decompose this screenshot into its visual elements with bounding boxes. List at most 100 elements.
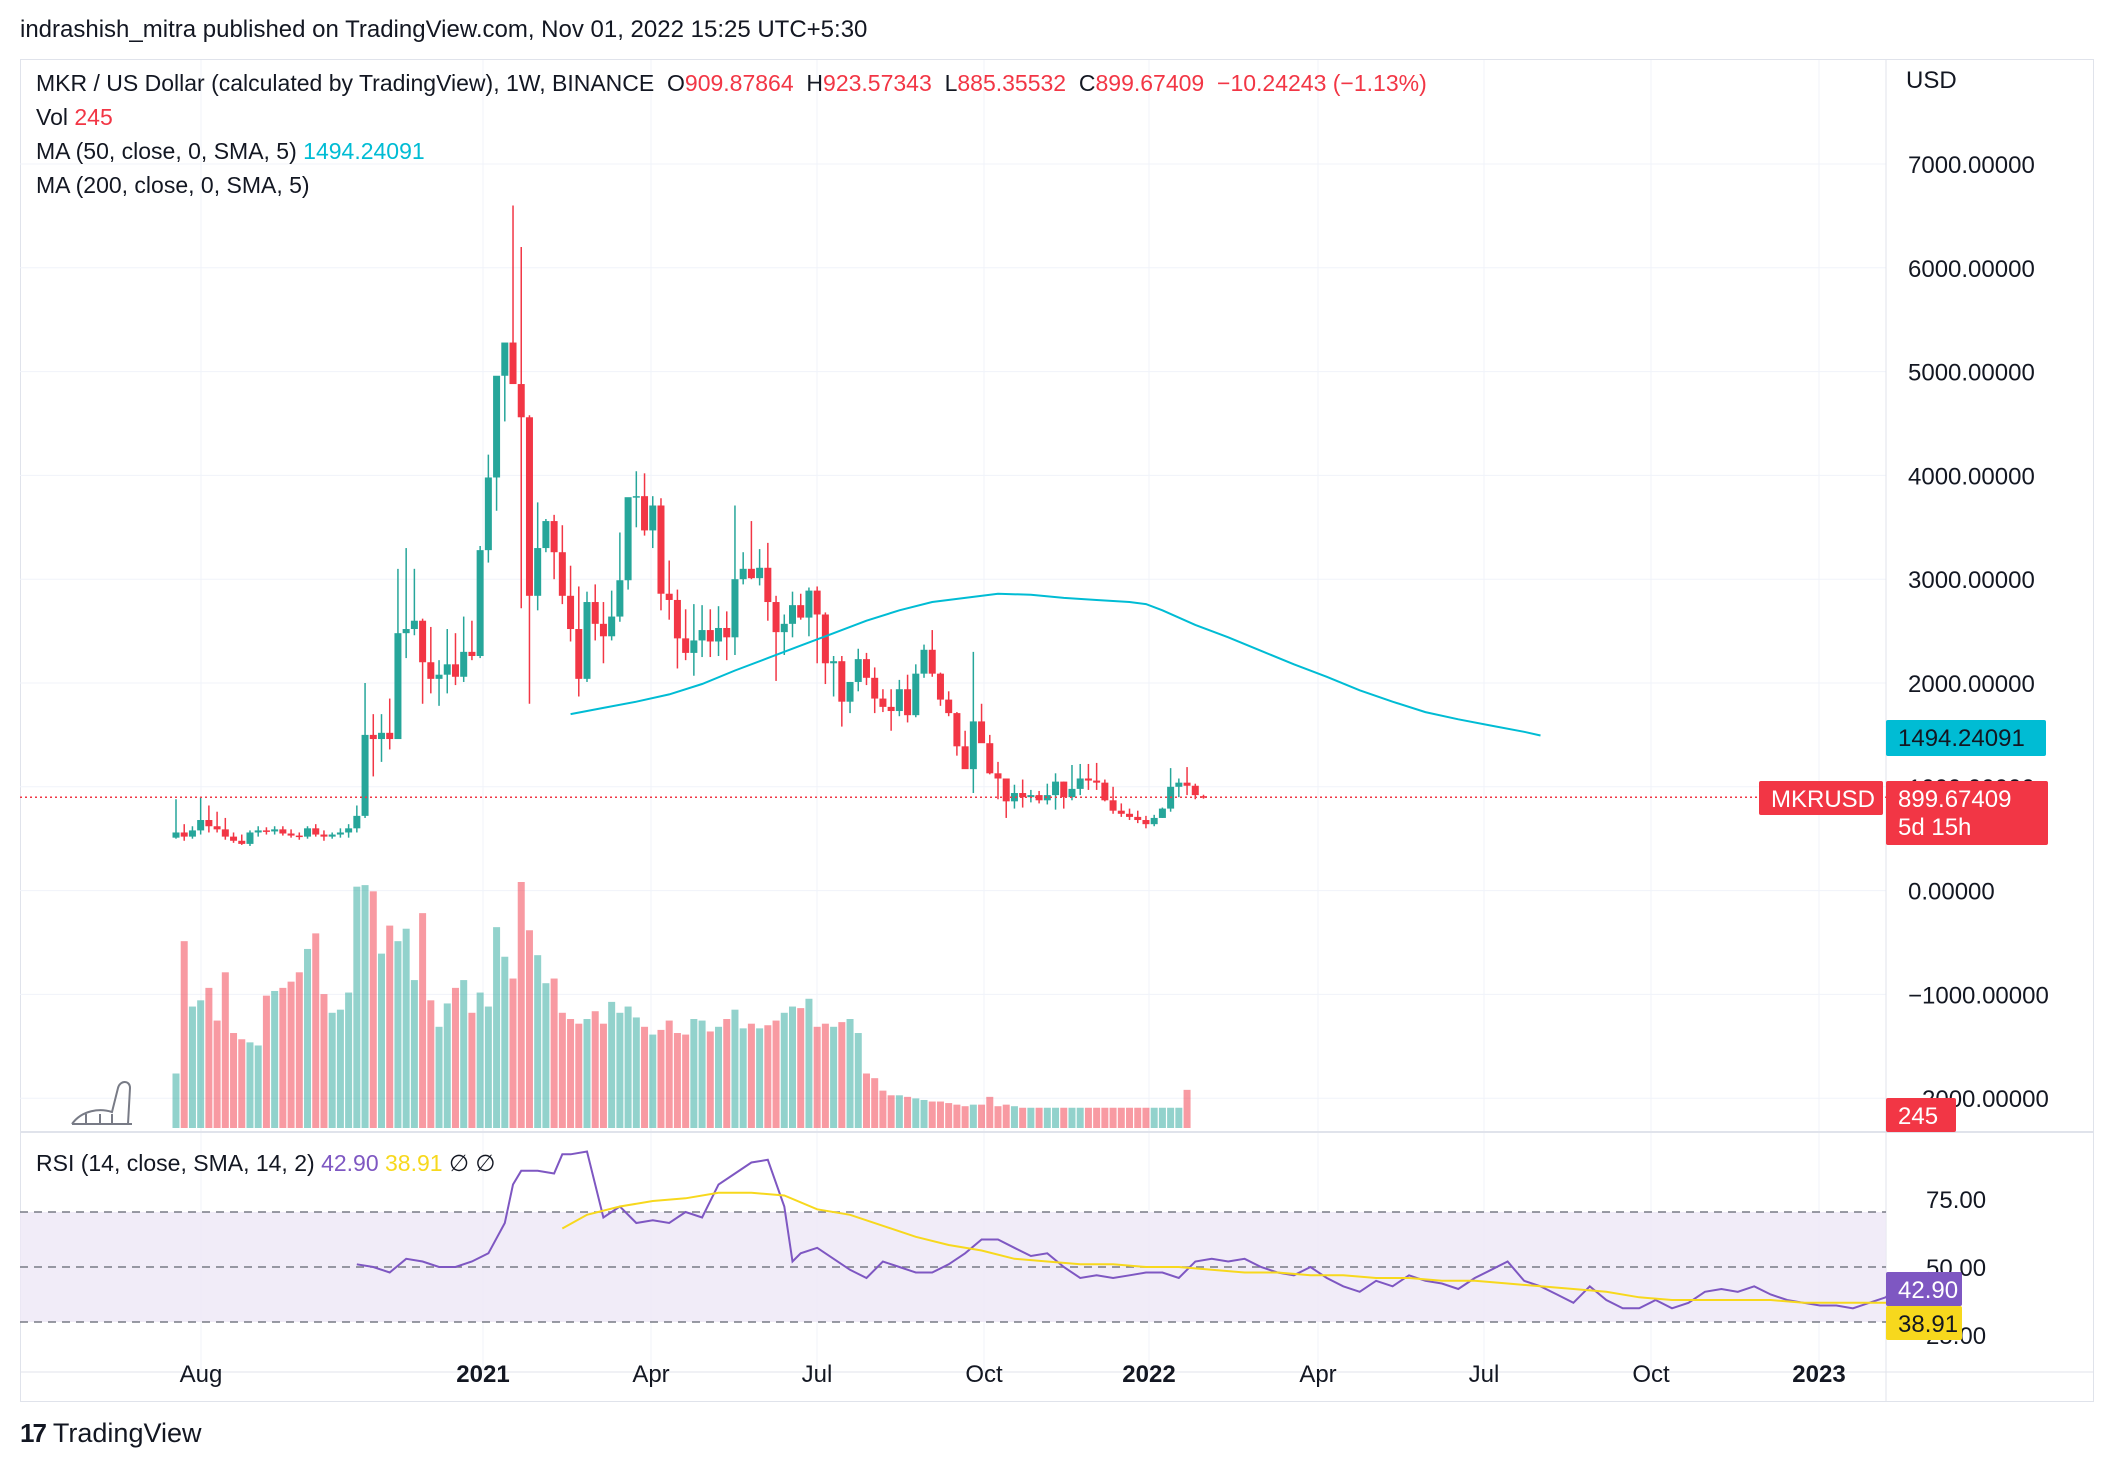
time-axis-label: 2022	[1122, 1361, 1175, 1388]
candle-body	[1019, 793, 1027, 798]
volume-bar	[797, 1008, 805, 1128]
chart-frame[interactable]	[20, 59, 2094, 1402]
candle-body	[221, 829, 229, 837]
legend-ma50-line: MA (50, close, 0, SMA, 5) 1494.24091	[36, 138, 425, 165]
candle	[304, 826, 312, 839]
candle	[649, 496, 657, 549]
candle	[246, 830, 254, 846]
rsi-ma-badge-bg	[1886, 1306, 1962, 1340]
candle-body	[1117, 810, 1125, 814]
volume-bar	[632, 1017, 640, 1128]
volume-bar	[1175, 1107, 1183, 1128]
volume-bar	[221, 972, 229, 1128]
time-axis-label: Oct	[965, 1361, 1003, 1388]
legend-ma50-label[interactable]: MA (50, close, 0, SMA, 5)	[36, 138, 297, 164]
candle-body	[386, 732, 394, 740]
candle-body	[1142, 820, 1150, 825]
candle	[961, 730, 969, 770]
volume-bar	[772, 1020, 780, 1128]
candle	[361, 683, 369, 818]
candle	[879, 689, 887, 713]
candle	[871, 667, 879, 714]
candle-body	[394, 633, 402, 740]
candle	[1068, 765, 1076, 801]
volume-bar	[641, 1026, 649, 1128]
volume-bar	[846, 1019, 854, 1128]
candle-body	[583, 602, 591, 679]
candle-body	[789, 605, 796, 624]
candle-body	[1126, 813, 1134, 817]
candle	[591, 584, 599, 641]
legend-low-label: L	[944, 70, 958, 96]
dino-watermark-icon	[71, 1081, 132, 1125]
volume-bar	[542, 983, 550, 1128]
volume-bar	[369, 891, 377, 1128]
legend-open: 909.87864	[684, 70, 794, 96]
candle-body	[723, 627, 731, 638]
candle	[969, 651, 977, 794]
candle-body	[854, 659, 862, 682]
candle	[953, 712, 961, 756]
volume-bar	[1076, 1107, 1084, 1128]
tradingview-logo[interactable]: 17 TradingView	[20, 1418, 202, 1449]
volume-bar	[665, 1020, 673, 1128]
candle-body	[271, 829, 279, 832]
candle	[378, 714, 385, 762]
candle-body	[936, 673, 944, 700]
candle	[238, 834, 246, 845]
candle	[862, 652, 870, 686]
volume-bar	[821, 1023, 829, 1128]
volume-bar	[912, 1098, 920, 1128]
candle-body	[920, 649, 928, 674]
candle	[1117, 803, 1125, 817]
candle	[386, 698, 394, 750]
candle-body	[1043, 795, 1051, 801]
volume-bar	[904, 1096, 912, 1128]
volume-bar	[328, 1012, 336, 1128]
volume-bar	[336, 1009, 344, 1128]
price-axis-label: 3000.00000	[1908, 567, 2035, 594]
volume-bar	[172, 1073, 180, 1128]
volume-bar	[616, 1012, 624, 1128]
candle-body	[484, 477, 492, 551]
candle-body	[451, 664, 459, 677]
candle	[641, 473, 649, 536]
candle-body	[287, 833, 295, 836]
legend-symbol[interactable]: MKR / US Dollar (calculated by TradingVi…	[36, 70, 655, 96]
legend-high-label: H	[806, 70, 824, 96]
volume-bar	[443, 1003, 451, 1128]
legend-rsi-value: 42.90	[321, 1150, 379, 1176]
price-axis-label: −1000.00000	[1908, 982, 2049, 1009]
candle-body	[435, 674, 443, 679]
candle	[1027, 789, 1035, 803]
candle	[353, 805, 361, 833]
legend-vol-label[interactable]: Vol	[36, 104, 68, 130]
volume-bar	[969, 1104, 977, 1128]
candle-body	[641, 496, 649, 531]
candle-body	[1060, 781, 1068, 798]
candle	[575, 586, 583, 697]
candle	[567, 565, 575, 642]
legend-ma200-label[interactable]: MA (200, close, 0, SMA, 5)	[36, 172, 310, 198]
rsi-ma-line	[561, 1191, 1960, 1304]
legend-rsi-label[interactable]: RSI (14, close, SMA, 14, 2)	[36, 1150, 315, 1176]
candle-body	[312, 828, 320, 835]
candle-body	[945, 699, 953, 714]
candle-body	[575, 629, 583, 679]
volume-bar	[254, 1045, 262, 1128]
candle	[731, 505, 739, 655]
candle-body	[369, 734, 377, 740]
price-badge: 5d 15h	[1898, 814, 1971, 841]
volume-bar	[345, 992, 353, 1128]
candle	[838, 656, 846, 727]
volume-bar	[525, 930, 533, 1128]
candle-body	[172, 832, 180, 838]
candle-body	[542, 521, 550, 549]
candle-body	[501, 342, 509, 376]
candle	[213, 811, 221, 833]
volume-bar	[213, 1020, 221, 1128]
candle	[928, 630, 936, 677]
rsi-badge-bg	[1886, 1272, 1962, 1306]
time-axis-label: 2023	[1792, 1361, 1845, 1388]
